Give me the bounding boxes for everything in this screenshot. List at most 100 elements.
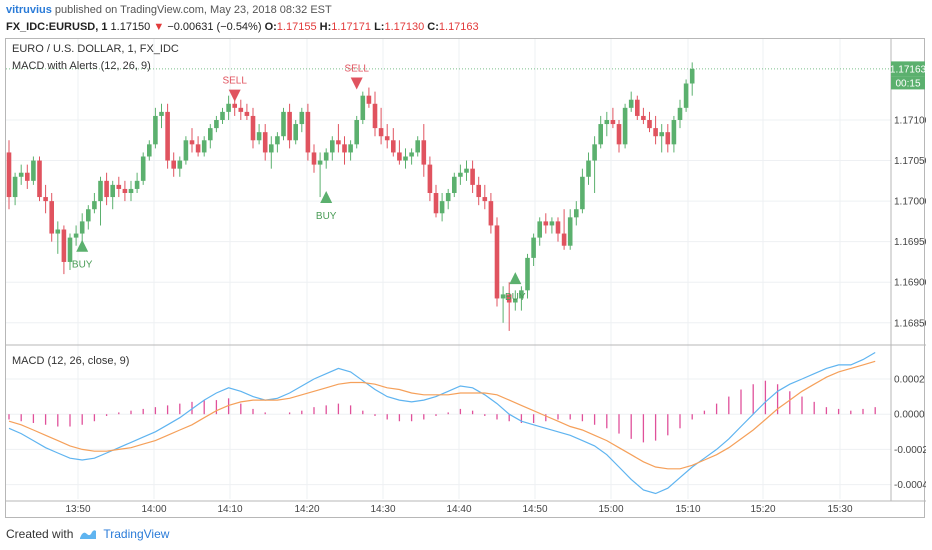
candle-body xyxy=(238,107,244,112)
candle-body xyxy=(671,120,677,145)
candle-body xyxy=(641,115,646,120)
y-tick-label: 1.16850 xyxy=(894,318,926,329)
macd-y-tick-label: 0.0002 xyxy=(894,374,925,385)
author-name[interactable]: vitruvius xyxy=(6,4,52,16)
candle-body xyxy=(232,103,237,108)
candle-body xyxy=(433,193,439,214)
sell-signal-icon xyxy=(228,89,241,102)
indicator-label: MACD with Alerts (12, 26, 9) xyxy=(12,60,151,72)
candle-body xyxy=(531,237,536,258)
candle-body xyxy=(342,144,347,153)
x-tick-label: 14:40 xyxy=(446,504,471,515)
candle-body xyxy=(86,209,91,222)
candle-body xyxy=(122,188,128,193)
candle-body xyxy=(628,99,634,108)
candle-body xyxy=(482,197,488,202)
candle-body xyxy=(384,136,390,141)
candle-body xyxy=(445,193,451,202)
candle-body xyxy=(177,160,183,169)
candle-body xyxy=(299,111,305,125)
candle-body xyxy=(458,172,463,177)
candle-body xyxy=(159,111,164,116)
change-arrow-icon: ▼ xyxy=(153,21,165,33)
candle-body xyxy=(214,120,219,129)
candle-body xyxy=(616,124,622,145)
low-label: L: xyxy=(374,21,385,33)
price-grid xyxy=(6,39,891,499)
axes: 13:50 14:00 14:10 14:20 14:30 14:40 14:50 15:00… xyxy=(6,39,926,515)
sell-signal-label: SELL xyxy=(222,76,247,87)
candle-body xyxy=(409,152,414,157)
chart-canvas[interactable]: BUY SELL BUY SELL BUY 0.0002 0.0000 -0.0002 -0.… xyxy=(6,39,926,519)
current-price-label: 1.17163 xyxy=(890,64,926,75)
countdown-label: 00:15 xyxy=(895,78,920,89)
candle-body xyxy=(79,221,85,234)
high-value: 1.17171 xyxy=(331,21,371,33)
symbol-label: FX_IDC:EURUSD, 1 xyxy=(6,21,108,33)
signals: BUY SELL BUY SELL BUY xyxy=(72,64,526,304)
candle-body xyxy=(488,201,494,226)
macd-grid: 0.0002 0.0000 -0.0002 -0.0004 xyxy=(6,374,926,491)
candle-body xyxy=(439,201,445,214)
signal-line xyxy=(8,360,876,470)
publish-info: vitruvius published on TradingView.com, … xyxy=(6,4,332,16)
buy-signal-label: BUY xyxy=(505,292,526,303)
candle-body xyxy=(116,184,122,189)
candle-body xyxy=(452,176,457,193)
x-tick-label: 14:10 xyxy=(217,504,242,515)
candle-body xyxy=(586,160,591,177)
candle-body xyxy=(12,176,18,198)
open-value: 1.17155 xyxy=(276,21,317,33)
candle-body xyxy=(37,160,42,198)
candle-body xyxy=(43,197,48,202)
candle-body xyxy=(195,144,201,153)
macd-line xyxy=(8,351,876,495)
candle-body xyxy=(513,298,518,303)
candle-body xyxy=(360,95,366,120)
candle-body xyxy=(189,140,195,145)
candle-body xyxy=(67,237,73,262)
candle-body xyxy=(226,103,231,112)
candle-body xyxy=(275,136,280,145)
x-tick-label: 14:30 xyxy=(370,504,395,515)
candle-body xyxy=(598,124,603,145)
macd-y-tick-label: -0.0002 xyxy=(894,445,926,456)
candle-body xyxy=(397,152,402,161)
candle-body xyxy=(372,103,378,129)
x-tick-label: 14:00 xyxy=(141,504,166,515)
candle-body xyxy=(110,184,115,198)
candle-body xyxy=(55,229,61,234)
candle-body xyxy=(525,257,530,291)
candle-body xyxy=(689,68,695,84)
candle-body xyxy=(208,128,213,141)
candle-body xyxy=(354,120,359,145)
tradingview-link[interactable]: TradingView xyxy=(103,527,170,541)
candle-body xyxy=(635,99,640,116)
candle-body xyxy=(250,115,256,141)
candle-body xyxy=(98,180,103,202)
candle-body xyxy=(604,120,610,125)
candle-body xyxy=(147,144,152,157)
macd-histogram xyxy=(8,380,876,443)
candle-body xyxy=(165,111,170,161)
candle-body xyxy=(427,164,433,193)
candle-body xyxy=(500,294,506,299)
chart-frame[interactable]: BUY SELL BUY SELL BUY 0.0002 0.0000 -0.0002 -0.… xyxy=(5,38,926,519)
close-label: C: xyxy=(427,21,439,33)
candle-body xyxy=(470,168,475,185)
candle-body xyxy=(580,176,585,210)
candle-body xyxy=(153,115,158,145)
published-text: published on TradingView.com, May 23, 20… xyxy=(51,4,332,16)
candle-body xyxy=(25,172,30,181)
candle-body xyxy=(561,233,567,246)
x-tick-label: 14:20 xyxy=(294,504,319,515)
candle-body xyxy=(476,184,481,198)
candle-body xyxy=(281,111,286,137)
buy-signal-icon xyxy=(320,191,333,204)
candle-body xyxy=(653,128,658,137)
x-tick-label: 15:00 xyxy=(598,504,623,515)
candle-body xyxy=(543,221,549,226)
macd-pane-title: MACD (12, 26, close, 9) xyxy=(12,355,129,367)
open-label: O: xyxy=(264,21,277,33)
candle-body xyxy=(73,233,79,238)
